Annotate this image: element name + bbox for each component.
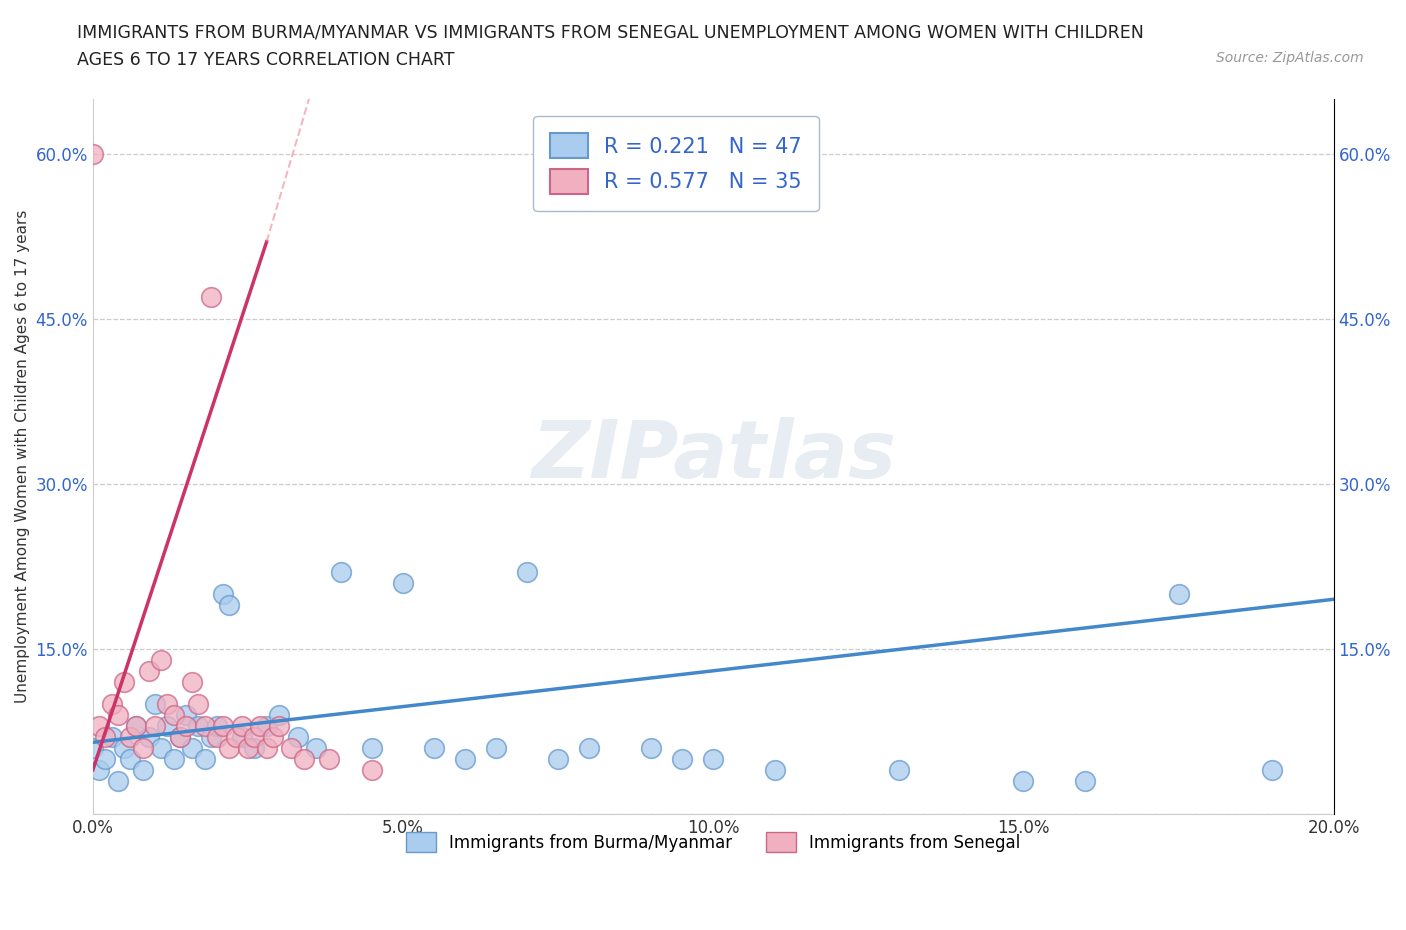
Text: IMMIGRANTS FROM BURMA/MYANMAR VS IMMIGRANTS FROM SENEGAL UNEMPLOYMENT AMONG WOME: IMMIGRANTS FROM BURMA/MYANMAR VS IMMIGRA… <box>77 23 1144 41</box>
Legend: Immigrants from Burma/Myanmar, Immigrants from Senegal: Immigrants from Burma/Myanmar, Immigrant… <box>399 826 1028 859</box>
Point <box>174 718 197 733</box>
Point <box>1260 763 1282 777</box>
Point <box>256 718 278 733</box>
Point <box>231 729 253 744</box>
Point <box>485 740 508 755</box>
Point <box>1074 774 1097 789</box>
Point <box>100 729 122 744</box>
Point <box>169 729 191 744</box>
Point <box>392 576 415 591</box>
Point <box>187 718 209 733</box>
Point <box>174 708 197 723</box>
Point <box>1167 586 1189 601</box>
Point <box>125 718 148 733</box>
Point <box>516 565 538 579</box>
Point <box>361 740 384 755</box>
Point <box>249 718 271 733</box>
Point <box>287 729 309 744</box>
Point <box>112 674 135 689</box>
Point <box>330 565 353 579</box>
Point <box>702 751 724 766</box>
Point <box>143 697 166 711</box>
Point <box>423 740 446 755</box>
Point <box>262 729 284 744</box>
Point <box>292 751 315 766</box>
Point <box>94 751 117 766</box>
Point <box>763 763 786 777</box>
Point <box>181 674 204 689</box>
Point <box>231 718 253 733</box>
Text: ZIPatlas: ZIPatlas <box>531 418 896 496</box>
Point <box>162 708 184 723</box>
Point <box>243 740 266 755</box>
Point <box>120 751 142 766</box>
Point <box>236 740 259 755</box>
Point <box>200 289 222 304</box>
Point <box>87 718 110 733</box>
Point <box>889 763 911 777</box>
Point <box>162 751 184 766</box>
Point <box>640 740 662 755</box>
Point <box>143 718 166 733</box>
Point <box>205 718 228 733</box>
Point <box>200 729 222 744</box>
Point <box>212 586 235 601</box>
Point <box>156 718 179 733</box>
Point <box>256 740 278 755</box>
Point <box>218 740 240 755</box>
Point <box>454 751 477 766</box>
Point <box>94 729 117 744</box>
Point <box>205 729 228 744</box>
Point <box>225 729 247 744</box>
Point <box>112 740 135 755</box>
Y-axis label: Unemployment Among Women with Children Ages 6 to 17 years: Unemployment Among Women with Children A… <box>15 209 30 703</box>
Text: Source: ZipAtlas.com: Source: ZipAtlas.com <box>1216 51 1364 65</box>
Point <box>361 763 384 777</box>
Point <box>87 763 110 777</box>
Point <box>138 663 160 678</box>
Point <box>212 718 235 733</box>
Point <box>181 740 204 755</box>
Point <box>120 729 142 744</box>
Point <box>547 751 569 766</box>
Point <box>138 729 160 744</box>
Point <box>107 708 129 723</box>
Point <box>305 740 328 755</box>
Point <box>150 740 173 755</box>
Point <box>100 697 122 711</box>
Point <box>107 774 129 789</box>
Point <box>671 751 693 766</box>
Point <box>131 740 153 755</box>
Point <box>267 718 290 733</box>
Point <box>243 729 266 744</box>
Point <box>194 718 217 733</box>
Point <box>82 146 104 161</box>
Point <box>1012 774 1035 789</box>
Point <box>150 652 173 667</box>
Point <box>131 763 153 777</box>
Point <box>156 697 179 711</box>
Point <box>82 740 104 755</box>
Point <box>280 740 302 755</box>
Point <box>194 751 217 766</box>
Point <box>187 697 209 711</box>
Text: AGES 6 TO 17 YEARS CORRELATION CHART: AGES 6 TO 17 YEARS CORRELATION CHART <box>77 51 454 69</box>
Point <box>169 729 191 744</box>
Point <box>218 597 240 612</box>
Point <box>267 708 290 723</box>
Point <box>578 740 600 755</box>
Point <box>318 751 340 766</box>
Point <box>125 718 148 733</box>
